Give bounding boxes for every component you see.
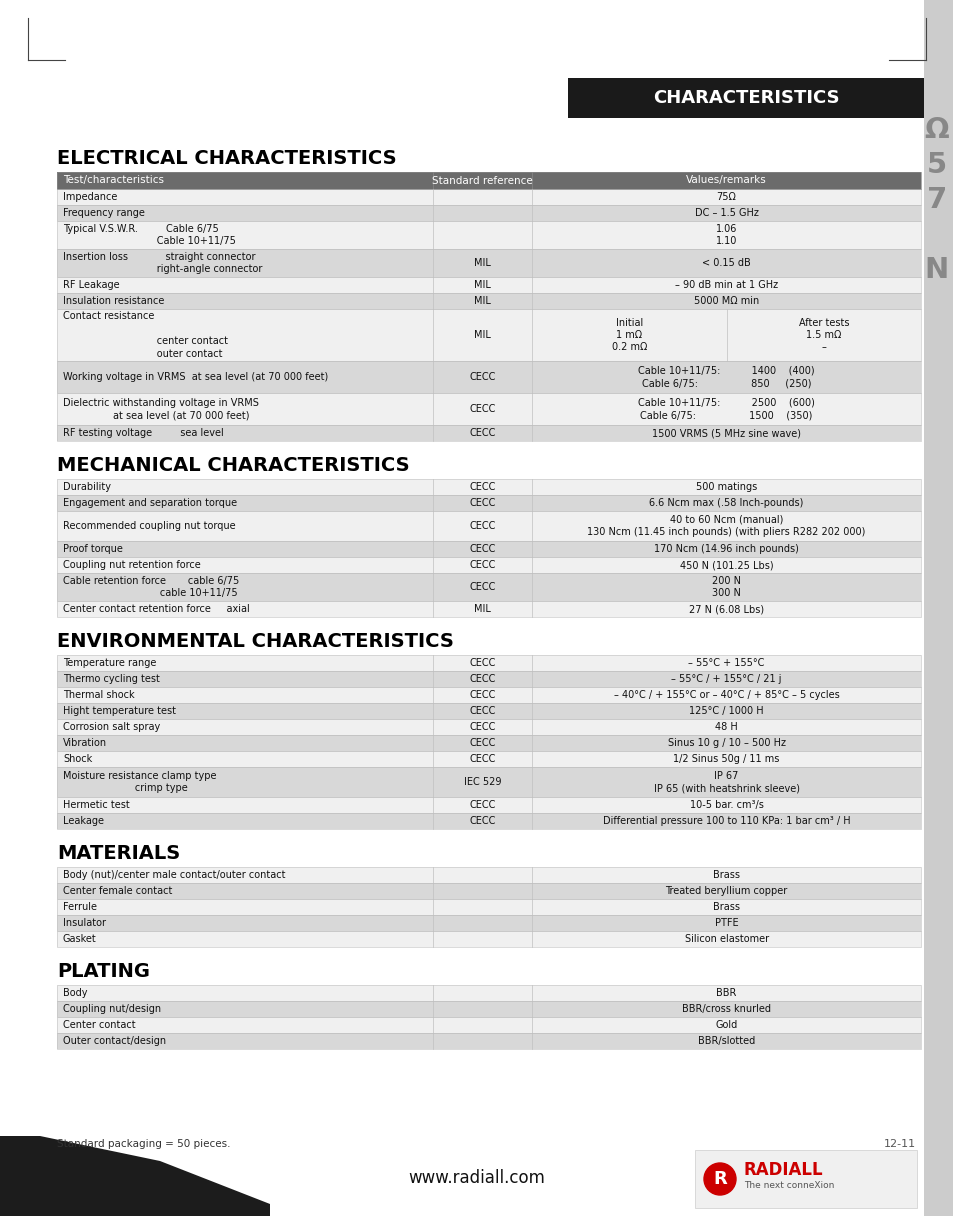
Bar <box>923 0 953 1216</box>
Text: Typical V.S.W.R.         Cable 6/75
                              Cable 10+11/75: Typical V.S.W.R. Cable 6/75 Cable 10+11/… <box>63 224 235 246</box>
Bar <box>57 899 920 914</box>
Text: Contact resistance

                              center contact
               : Contact resistance center contact <box>63 311 228 359</box>
Text: ENVIRONMENTAL CHARACTERISTICS: ENVIRONMENTAL CHARACTERISTICS <box>57 632 454 651</box>
Text: 27 N (6.08 Lbs): 27 N (6.08 Lbs) <box>688 604 763 614</box>
Text: Values/remarks: Values/remarks <box>685 175 766 186</box>
Text: Hermetic test: Hermetic test <box>63 800 130 810</box>
Text: MIL: MIL <box>474 258 491 268</box>
Bar <box>57 867 920 883</box>
Text: BBR/slotted: BBR/slotted <box>698 1036 755 1046</box>
Bar <box>57 796 920 814</box>
Text: 5: 5 <box>926 151 946 179</box>
Text: IEC 529: IEC 529 <box>463 777 500 787</box>
Text: PLATING: PLATING <box>57 962 150 981</box>
Bar <box>57 914 920 931</box>
Bar <box>57 221 920 249</box>
Bar <box>57 703 920 719</box>
Text: Moisture resistance clamp type
                       crimp type: Moisture resistance clamp type crimp typ… <box>63 771 216 793</box>
Text: Thermo cycling test: Thermo cycling test <box>63 674 160 683</box>
Bar <box>57 1034 920 1049</box>
Bar <box>57 541 920 557</box>
Bar <box>57 883 920 899</box>
Text: 500 matings: 500 matings <box>696 482 757 492</box>
Bar <box>57 1001 920 1017</box>
Text: 170 Ncm (14.96 inch pounds): 170 Ncm (14.96 inch pounds) <box>654 544 799 554</box>
Text: Leakage: Leakage <box>63 816 104 826</box>
Text: CECC: CECC <box>469 544 496 554</box>
Text: Proof torque: Proof torque <box>63 544 123 554</box>
Bar <box>57 277 920 293</box>
Bar <box>57 171 920 188</box>
Text: Insulator: Insulator <box>63 918 106 928</box>
Text: Brass: Brass <box>712 869 740 880</box>
Bar <box>57 309 920 361</box>
Text: CECC: CECC <box>469 404 496 413</box>
Text: Cable retention force       cable 6/75
                               cable 10+1: Cable retention force cable 6/75 cable 1… <box>63 576 239 598</box>
Bar <box>57 249 920 277</box>
Text: CECC: CECC <box>469 706 496 716</box>
Text: Hight temperature test: Hight temperature test <box>63 706 175 716</box>
Bar <box>57 655 920 671</box>
Bar <box>57 1034 920 1049</box>
Bar <box>57 767 920 796</box>
Bar <box>57 541 920 557</box>
Text: Outer contact/design: Outer contact/design <box>63 1036 166 1046</box>
Bar <box>57 814 920 829</box>
Bar <box>695 1150 916 1207</box>
Bar <box>57 985 920 1001</box>
Text: Frequency range: Frequency range <box>63 208 145 218</box>
Text: After tests
1.5 mΩ
–: After tests 1.5 mΩ – <box>798 317 848 353</box>
Bar <box>57 734 920 751</box>
Text: CECC: CECC <box>469 499 496 508</box>
Bar <box>57 814 920 829</box>
Bar <box>57 188 920 206</box>
Text: Brass: Brass <box>712 902 740 912</box>
Bar <box>57 719 920 734</box>
Text: – 40°C / + 155°C or – 40°C / + 85°C – 5 cycles: – 40°C / + 155°C or – 40°C / + 85°C – 5 … <box>613 689 839 700</box>
Text: Gasket: Gasket <box>63 934 96 944</box>
Bar <box>57 361 920 393</box>
Text: Recommended coupling nut torque: Recommended coupling nut torque <box>63 520 235 531</box>
Bar <box>57 393 920 426</box>
Text: MECHANICAL CHARACTERISTICS: MECHANICAL CHARACTERISTICS <box>57 456 409 475</box>
Text: Sinus 10 g / 10 – 500 Hz: Sinus 10 g / 10 – 500 Hz <box>667 738 784 748</box>
Text: Silicon elastomer: Silicon elastomer <box>684 934 768 944</box>
Text: CECC: CECC <box>469 722 496 732</box>
Text: CECC: CECC <box>469 561 496 570</box>
Text: PTFE: PTFE <box>714 918 738 928</box>
Text: IP 67
IP 65 (with heatshrink sleeve): IP 67 IP 65 (with heatshrink sleeve) <box>653 771 799 793</box>
Bar <box>57 1017 920 1034</box>
Text: Shock: Shock <box>63 754 92 764</box>
Text: Center contact retention force     axial: Center contact retention force axial <box>63 604 250 614</box>
Text: – 55°C / + 155°C / 21 j: – 55°C / + 155°C / 21 j <box>671 674 781 683</box>
Bar <box>57 479 920 495</box>
Bar <box>57 751 920 767</box>
Text: 200 N
300 N: 200 N 300 N <box>711 576 740 598</box>
Text: Center female contact: Center female contact <box>63 886 172 896</box>
Text: 12-11: 12-11 <box>882 1139 915 1149</box>
Text: CECC: CECC <box>469 738 496 748</box>
Text: 125°C / 1000 H: 125°C / 1000 H <box>689 706 763 716</box>
Bar <box>57 293 920 309</box>
Bar <box>57 171 920 188</box>
Bar <box>57 361 920 393</box>
Bar <box>57 719 920 734</box>
Text: MIL: MIL <box>474 295 491 306</box>
Text: CHARACTERISTICS: CHARACTERISTICS <box>652 89 839 107</box>
Text: Impedance: Impedance <box>63 192 117 202</box>
Bar <box>57 479 920 495</box>
Bar <box>57 511 920 541</box>
Bar <box>57 601 920 617</box>
Text: Coupling nut/design: Coupling nut/design <box>63 1004 161 1014</box>
Text: Insertion loss            straight connector
                              right: Insertion loss straight connector right <box>63 252 262 274</box>
Text: Body: Body <box>63 987 88 998</box>
Text: CECC: CECC <box>469 754 496 764</box>
Text: 6.6 Ncm max (.58 Inch-pounds): 6.6 Ncm max (.58 Inch-pounds) <box>649 499 803 508</box>
Bar <box>57 687 920 703</box>
Bar <box>57 426 920 441</box>
Text: 1.06
1.10: 1.06 1.10 <box>715 224 737 246</box>
Text: CECC: CECC <box>469 520 496 531</box>
Bar <box>57 206 920 221</box>
Text: Cable 10+11/75:          2500    (600)
Cable 6/75:                 1500    (350): Cable 10+11/75: 2500 (600) Cable 6/75: 1… <box>638 398 814 421</box>
Text: 1500 VRMS (5 MHz sine wave): 1500 VRMS (5 MHz sine wave) <box>652 428 801 438</box>
